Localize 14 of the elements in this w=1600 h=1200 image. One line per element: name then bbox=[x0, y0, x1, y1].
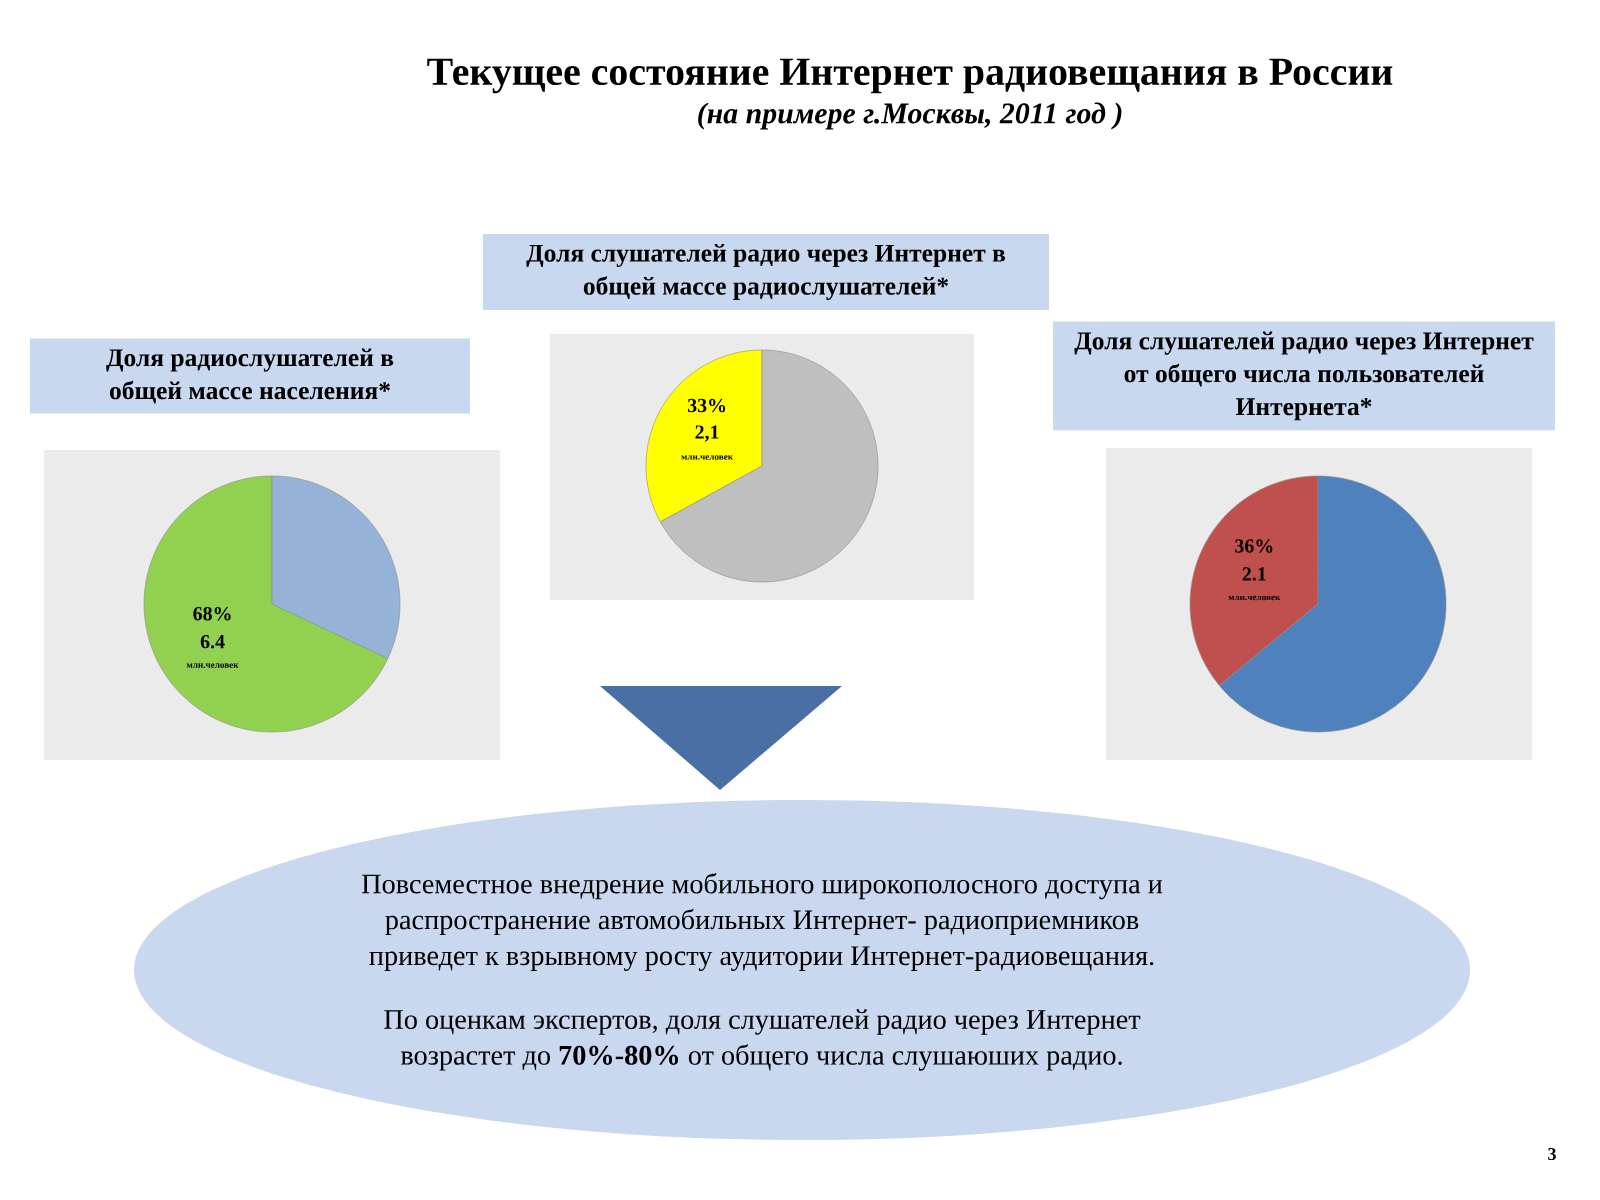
text: По оценкам экспертов, доля слушателей радио через Интернет возрастет до 70%-80% от общего числа слушаюших радио. bbox=[384, 1009, 1141, 1071]
text: Текущее состояние Интернет радиовещания в России bbox=[427, 58, 1393, 94]
text: Повсеместное внедрение мобильного широкополосного доступа и распространение автомобильных Интернет- радиоприемников приведет к взрывному росту аудитории Интернет-радиовещания. bbox=[361, 872, 1163, 972]
text: (на примере г.Москвы, 2011 год ) bbox=[698, 102, 1122, 130]
text: 2.1 bbox=[1242, 567, 1266, 581]
chart-title: Доля радиослушателей в общей массе населения* bbox=[106, 348, 394, 404]
chart-title: Доля слушателей радио через Интернет от общего числа пользователей Интернета* bbox=[1074, 331, 1534, 421]
text: 3 bbox=[1548, 1147, 1556, 1161]
chart-title: Доля слушателей радио через Интернет в общей массе радиослушателей* bbox=[526, 244, 1006, 300]
data-label: 33% bbox=[687, 398, 726, 413]
data-label: 68% bbox=[193, 606, 231, 621]
data-label: 36% bbox=[1235, 539, 1273, 553]
text: 2,1 bbox=[695, 425, 719, 442]
text: 6.4 bbox=[200, 634, 225, 649]
